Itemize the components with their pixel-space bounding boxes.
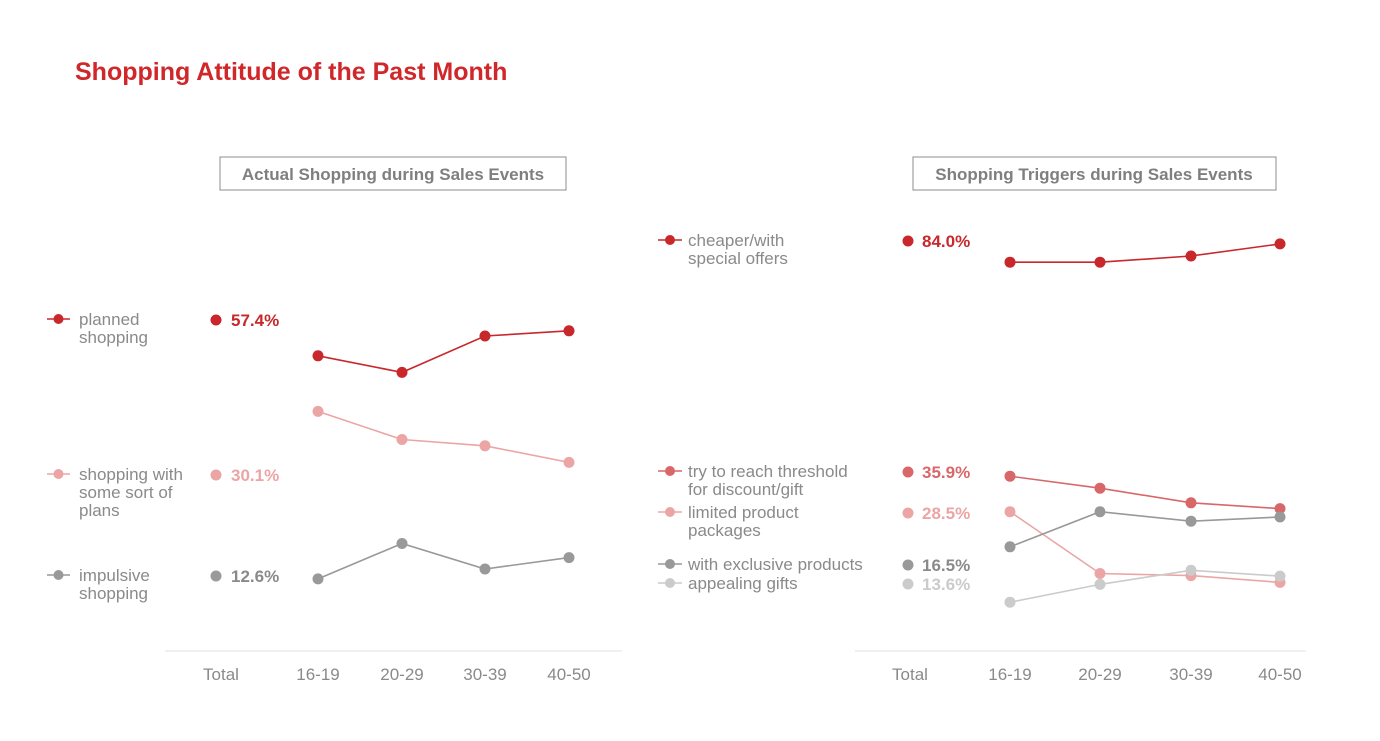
total-value-1-3: 12.6% [231,567,279,586]
legend-label-1-1: planned shopping [79,310,148,347]
chart-1-tick-label: Total [203,665,239,684]
series-line-2-2 [1009,475,1281,510]
total-value-1-2: 30.1% [231,466,279,485]
chart-2-tick-label: 16-19 [988,665,1031,684]
data-point-1-2 [479,440,491,452]
data-point-2-3 [1004,506,1016,518]
legend-marker-2-2 [665,466,675,476]
data-point-2-2 [1004,470,1016,482]
data-point-1-3 [396,538,408,549]
legend-marker-2-5 [665,578,675,588]
data-point-2-1 [1004,256,1016,268]
total-value-2-5: 13.6% [922,575,970,594]
total-value-2-2: 35.9% [922,463,970,482]
data-point-1-1 [396,366,408,378]
total-marker-2-3 [902,507,914,519]
data-point-2-5 [1004,596,1016,608]
data-point-2-2 [1185,497,1197,509]
data-point-1-2 [563,456,575,468]
chart-2-tick-label: 30-39 [1169,665,1212,684]
chart-2-title-box [912,156,1277,191]
legend-label-2-5: appealing gifts [688,574,798,593]
total-value-2-3: 28.5% [922,504,970,523]
chart-1-title-box [219,156,567,191]
data-point-2-5 [1274,570,1286,582]
series-line-2-1 [1010,243,1281,264]
data-point-1-3 [479,563,491,575]
legend-label-2-3: limited product packages [688,503,799,540]
legend-marker-2-3 [665,507,675,517]
total-value-1-1: 57.4% [231,311,279,330]
data-point-2-1 [1185,250,1197,262]
total-marker-2-4 [902,559,914,571]
chart-1-tick-label: 30-39 [463,665,506,684]
data-point-1-1 [563,325,575,337]
data-point-2-4 [1185,515,1197,527]
total-marker-2-1 [902,235,914,247]
data-point-1-2 [312,405,324,417]
page-title: Shopping Attitude of the Past Month [75,58,508,86]
data-point-2-2 [1274,503,1286,515]
total-marker-1-3 [210,570,222,582]
data-point-2-1 [1094,256,1106,268]
data-point-2-4 [1004,541,1016,553]
series-line-1-3 [317,542,570,580]
legend-marker-1-1 [53,314,64,324]
series-line-1-2 [317,410,570,464]
chart-1-tick-label: 40-50 [547,665,590,684]
data-point-1-1 [479,330,491,342]
data-point-1-1 [312,350,324,362]
data-point-2-1 [1274,238,1286,250]
data-point-1-3 [563,552,575,564]
total-marker-2-5 [902,578,914,590]
total-marker-2-2 [902,466,914,478]
data-point-2-4 [1094,506,1106,518]
legend-label-2-4: with exclusive products [687,555,863,574]
series-line-1-1 [317,330,570,374]
chart-1-title: Actual Shopping during Sales Events [242,165,544,184]
data-point-2-3 [1094,568,1106,579]
data-point-1-3 [312,573,324,585]
legend-label-1-3: impulsive shopping [79,566,150,603]
legend-marker-1-2 [53,469,64,479]
legend-label-2-1: cheaper/with special offers [688,231,788,268]
series-line-2-4 [1009,510,1281,548]
data-point-2-5 [1094,578,1106,590]
chart-2-tick-label: 40-50 [1258,665,1301,684]
data-point-2-4 [1274,511,1286,523]
total-marker-1-2 [210,469,222,481]
data-point-1-2 [396,434,408,445]
data-point-2-2 [1094,482,1106,494]
total-value-2-1: 84.0% [922,232,970,251]
chart-2-title: Shopping Triggers during Sales Events [935,165,1252,184]
total-value-2-4: 16.5% [922,556,970,575]
series-line-2-5 [1009,569,1281,603]
legend-label-2-2: try to reach threshold for discount/gift [688,462,848,499]
legend-marker-2-4 [665,559,675,569]
chart-2-tick-label: 20-29 [1078,665,1121,684]
data-point-2-5 [1185,564,1197,576]
legend-label-1-2: shopping with some sort of plans [79,465,183,520]
legend-marker-2-1 [665,235,675,245]
series-line-2-3 [1009,511,1281,584]
chart-1-tick-label: 20-29 [380,665,423,684]
legend-marker-1-3 [53,570,64,580]
chart-1-tick-label: 16-19 [296,665,339,684]
total-marker-1-1 [210,314,222,326]
chart-2-tick-label: Total [892,665,928,684]
